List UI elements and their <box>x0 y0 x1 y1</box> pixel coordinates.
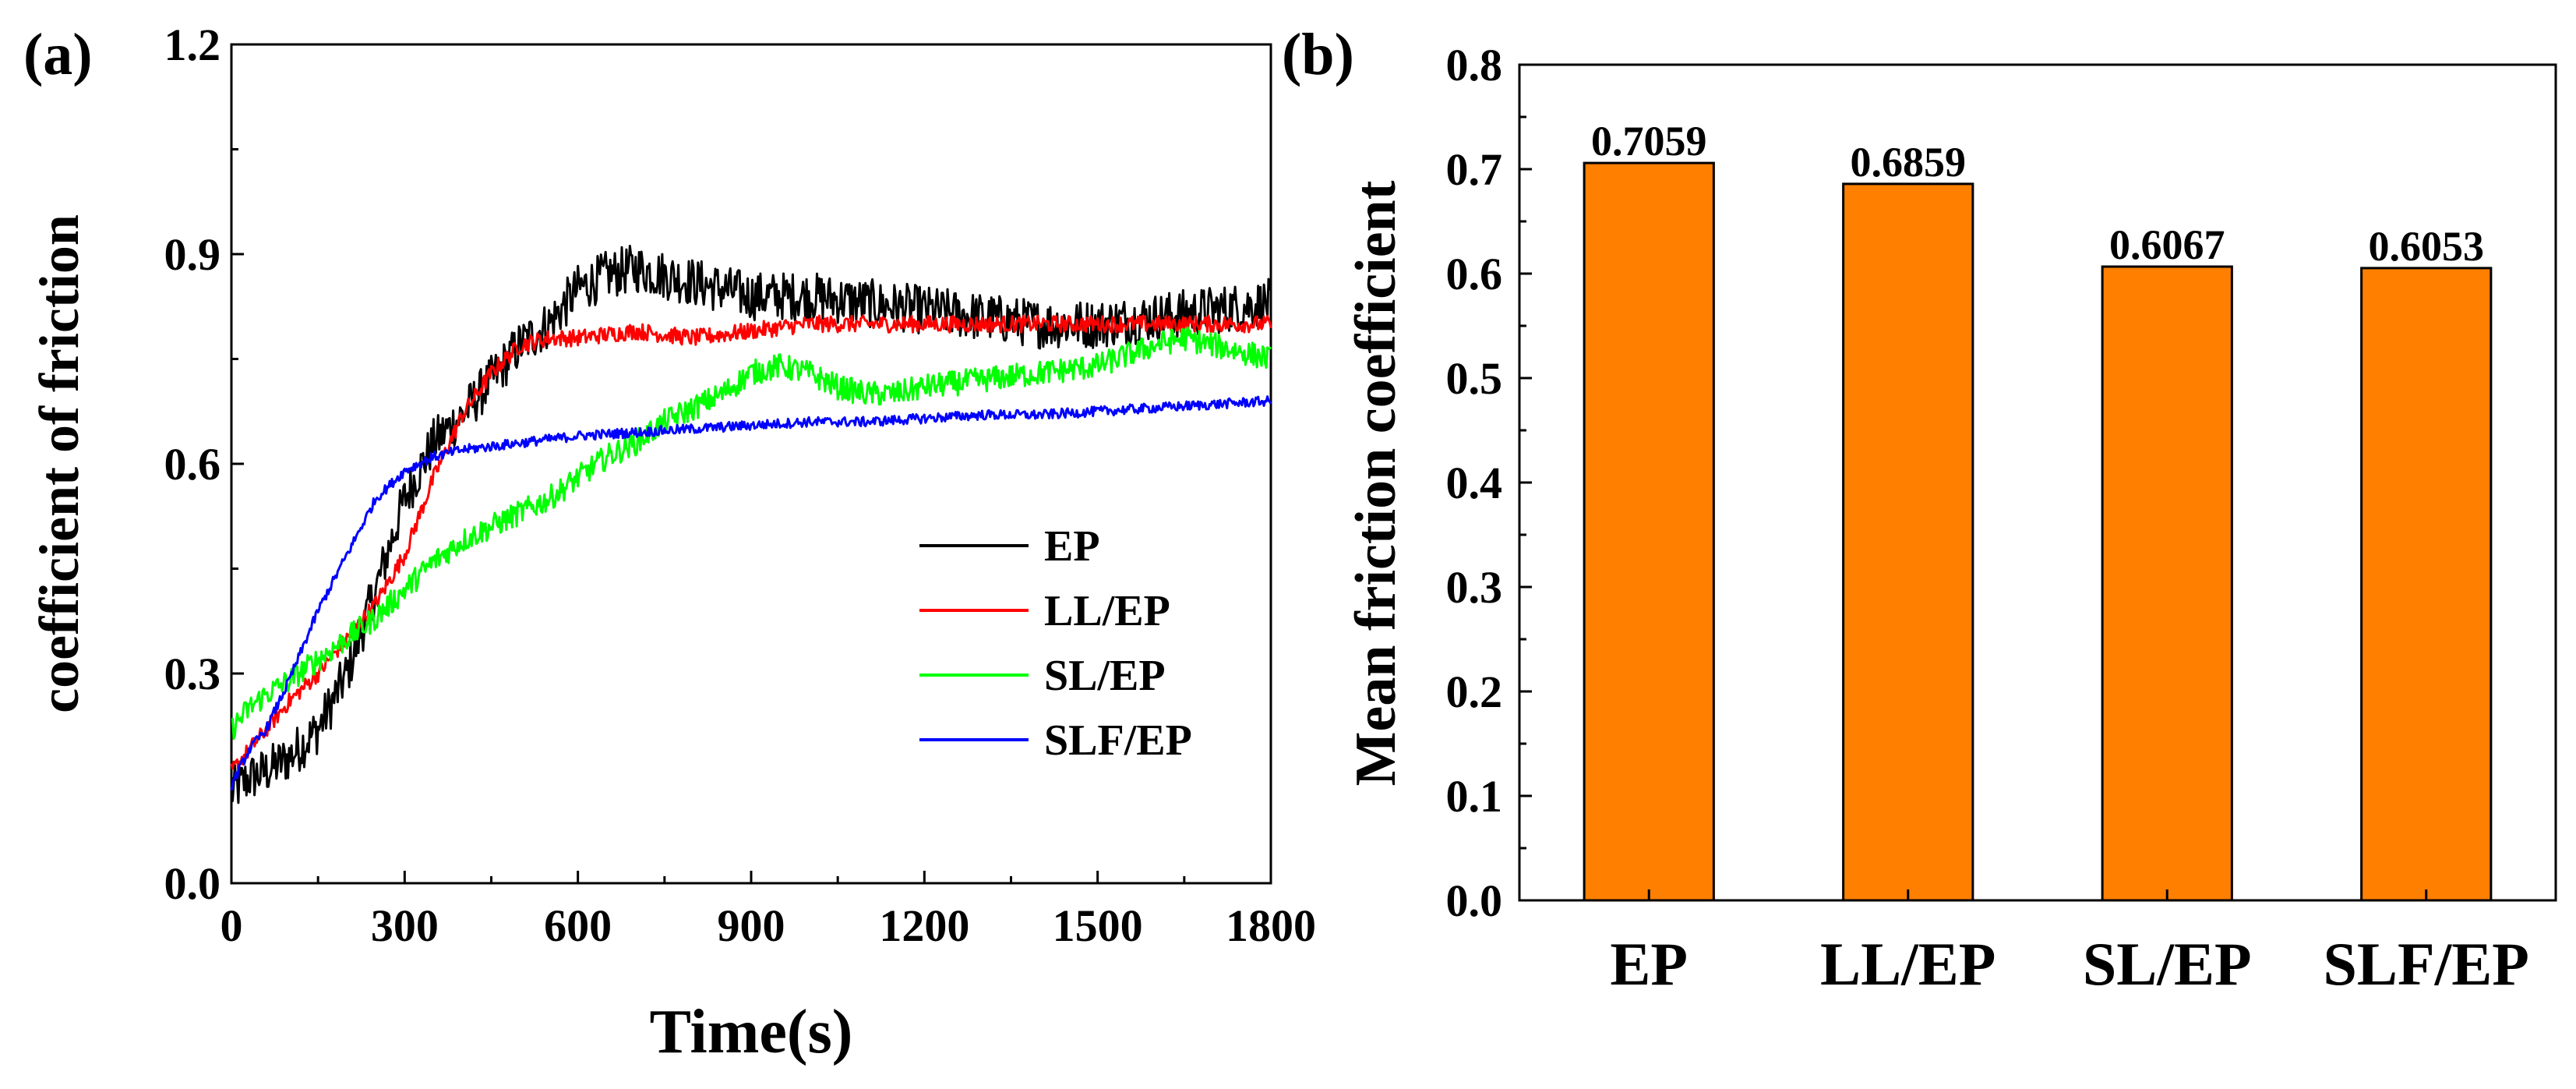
panel-b-bars: 0.7059 EP 0.6859 LL/EP 0.6067 SL/EP 0.6053 SLF/… <box>1583 118 2529 998</box>
x-category-label: SLF/EP <box>2324 930 2529 998</box>
bar-value-label: 0.6053 <box>2369 223 2485 270</box>
panel-a-label: (a) <box>23 22 93 87</box>
series-line-sl-ep <box>231 326 1272 741</box>
legend-label: EP <box>1044 522 1100 571</box>
b-y-tick-label: 0.3 <box>1446 562 1503 613</box>
x-tick-label: 1200 <box>879 900 969 951</box>
bar-value-label: 0.7059 <box>1591 118 1707 164</box>
bar-value-label: 0.6067 <box>2109 221 2225 268</box>
panel-a-legend: EP LL/EP SL/EP SLF/EP <box>919 522 1192 765</box>
y-tick-label: 1.2 <box>164 19 221 70</box>
y-tick-label: 0.9 <box>164 229 221 280</box>
b-y-tick-label: 0.6 <box>1446 249 1503 299</box>
y-tick-label: 0.0 <box>164 858 221 909</box>
x-category-label: SL/EP <box>2083 930 2252 998</box>
bar-sl-ep <box>2101 265 2233 902</box>
bar-ep <box>1583 161 1715 902</box>
bar-ll-ep <box>1842 182 1974 902</box>
x-tick-label: 300 <box>371 900 439 951</box>
x-tick-label: 1800 <box>1226 900 1316 951</box>
legend-label: LL/EP <box>1044 587 1170 635</box>
b-y-tick-label: 0.4 <box>1446 458 1503 508</box>
x-tick-label: 0 <box>221 900 243 951</box>
panel-b-label: (b) <box>1282 22 1354 87</box>
y-tick-label: 0.6 <box>164 439 221 490</box>
x-category-label: LL/EP <box>1820 930 1996 998</box>
y-tick-label: 0.3 <box>164 649 221 699</box>
b-y-tick-label: 0.7 <box>1446 144 1503 195</box>
b-y-tick-label: 0.8 <box>1446 40 1503 90</box>
x-tick-label: 900 <box>718 900 785 951</box>
x-tick-label: 1500 <box>1053 900 1143 951</box>
panel-b: (b) 0.0 0.1 0.2 0.3 0.4 0.5 0.6 0.7 0.8 0.7059 EP… <box>1282 22 2557 998</box>
panel-a: (a) 0 300 600 900 1200 1500 1800 0.0 0.3 0.6 0.9 1.… <box>23 19 1316 1066</box>
b-y-tick-label: 0.0 <box>1446 875 1503 926</box>
panel-a-ylabel: coefficient of friction <box>28 214 90 713</box>
panel-a-xlabel: Time(s) <box>650 998 853 1066</box>
x-category-label: EP <box>1610 930 1688 998</box>
panel-b-ylabel: Mean friction coefficient <box>1344 180 1408 786</box>
panel-a-ticks: 0 300 600 900 1200 1500 1800 0.0 0.3 0.6 0.9 1.2 <box>164 19 1317 951</box>
series-line-ll-ep <box>230 314 1272 772</box>
legend-label: SL/EP <box>1044 652 1166 700</box>
legend-label: SLF/EP <box>1044 716 1192 765</box>
bar-value-label: 0.6859 <box>1851 139 1967 186</box>
bar-slf-ep <box>2360 267 2493 902</box>
x-tick-label: 600 <box>544 900 612 951</box>
b-y-tick-label: 0.2 <box>1446 666 1503 717</box>
panel-b-ticks: 0.0 0.1 0.2 0.3 0.4 0.5 0.6 0.7 0.8 <box>1446 40 1532 926</box>
b-y-tick-label: 0.1 <box>1446 771 1503 822</box>
series-line-slf-ep <box>230 395 1272 791</box>
b-y-tick-label: 0.5 <box>1446 353 1503 404</box>
panel-a-lines <box>230 245 1272 804</box>
